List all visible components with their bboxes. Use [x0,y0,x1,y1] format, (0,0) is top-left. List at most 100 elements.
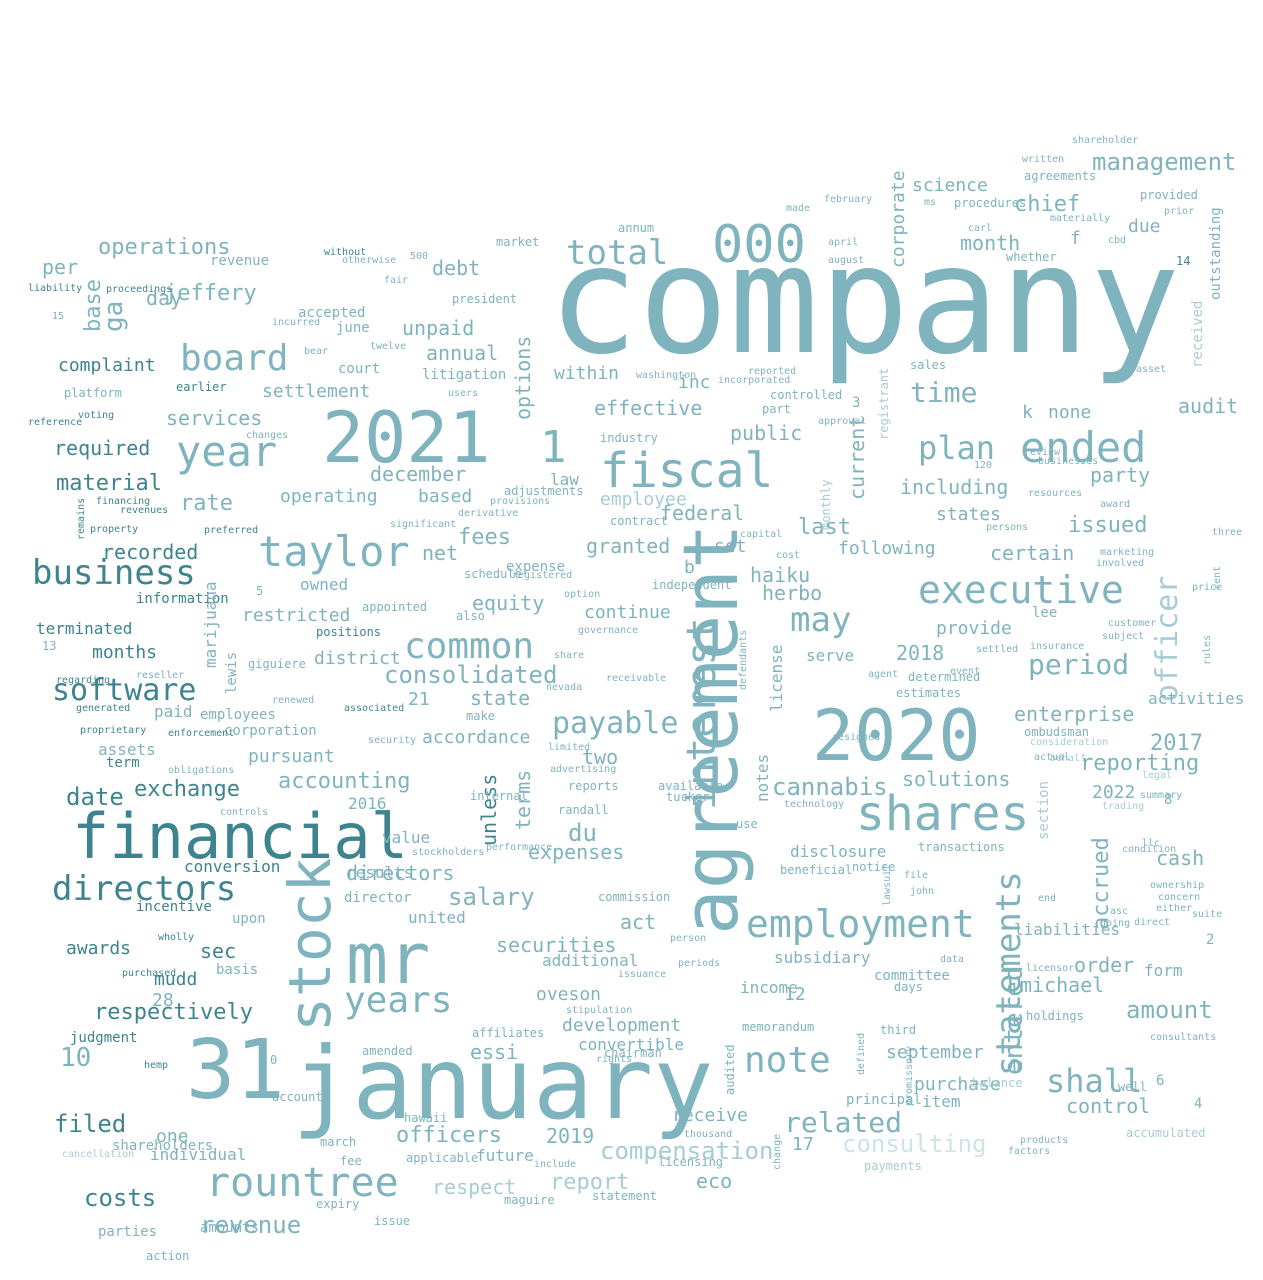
word-amount: amount [1126,996,1213,1024]
word-performance: performance [486,842,552,853]
word-mudd: mudd [154,969,197,990]
word-respect: respect [432,1175,516,1199]
word-unpaid: unpaid [402,316,474,340]
word-rules: rules [1202,635,1213,665]
word-due: due [1128,216,1161,237]
word-advertising: advertising [550,764,616,775]
word-provide: provide [936,618,1012,639]
word-continue: continue [584,602,671,623]
word-receive: receive [672,1105,748,1126]
word-customer: customer [1108,618,1156,629]
word-regarding: regarding [56,675,110,686]
word-audited: audited [723,1044,737,1095]
word-ended: ended [1020,423,1146,472]
word-determined: determined [908,670,980,684]
word-users: users [448,388,478,399]
word-associated: associated [344,703,404,714]
word-washington: washington [636,370,696,381]
word-directors: directors [52,869,236,909]
word-following: following [838,538,936,559]
word-15: 15 [52,311,64,322]
word-operations: operations [98,235,230,260]
word-asset: asset [1136,364,1166,375]
word-order: order [1074,953,1134,977]
word-000: 000 [712,215,806,275]
word-hawaii: hawaii [404,1111,447,1125]
word-management: management [1092,148,1237,176]
word-notice: notice [852,860,895,874]
word-sales: sales [910,358,946,372]
word-proprietary: proprietary [80,725,146,736]
word-derivative: derivative [458,508,518,519]
word-maguire: maguire [504,1193,555,1207]
word-employees: employees [200,707,276,723]
word-statements: statements [989,871,1029,1076]
word-reporting: reporting [1080,751,1199,776]
word-5: 5 [256,584,263,598]
word-13: 13 [42,639,56,653]
word-ms: ms [924,197,936,208]
word-years: years [344,980,452,1021]
word-17: 17 [792,1134,814,1155]
word-provisions: provisions [490,496,550,507]
word-cannabis: cannabis [772,773,888,801]
word-net: net [422,541,458,565]
word-current: current [845,416,869,500]
word-restricted: restricted [242,605,350,626]
word-president: president [452,292,517,306]
word-beneficial: beneficial [780,863,852,877]
word-fees: fees [458,525,511,550]
word-industry: industry [600,431,658,445]
word-based: based [418,486,472,507]
word-4: 4 [1194,1096,1202,1112]
word-2016: 2016 [348,794,387,813]
word-proceedings: proceedings [106,284,172,295]
word-agreement: agreement [666,523,755,935]
word-period: period [1028,648,1129,681]
word-note: note [744,1040,831,1081]
word-materially: materially [1050,213,1110,224]
word-audit: audit [1178,394,1238,418]
word-internal: internal [470,789,528,803]
word-essi: essi [470,1040,518,1064]
word-public: public [730,421,802,445]
word-related: related [784,1106,902,1139]
word-0: 0 [270,1053,277,1067]
word-within: within [554,363,619,384]
word-haiku: haiku [750,563,810,587]
word-effective: effective [594,396,702,420]
word-set: set [714,536,747,557]
word-issued: issued [1068,513,1147,538]
word-may: may [790,600,851,640]
word-defendants: defendants [738,630,749,690]
word-asc: asc [1110,906,1128,917]
word-last: last [798,515,851,540]
word-additional: additional [542,951,638,970]
word-share: share [554,650,584,661]
word-made: made [786,203,810,214]
word-rights: rights [596,1054,632,1065]
word-revenue: revenue [210,253,269,269]
word-k: k [1022,402,1033,423]
word-remains: remains [76,498,87,540]
word-statement: statement [592,1189,657,1203]
word-annual: annual [426,341,498,365]
word-costs: costs [84,1184,156,1212]
word-lee: lee [1032,605,1057,621]
word-issue: issue [374,1214,410,1228]
word-21: 21 [408,689,430,710]
word-technology: technology [784,799,844,810]
word-resigned: resigned [832,732,880,743]
word-marijuana: marijuana [201,581,220,668]
word-united: united [408,908,466,927]
word-also: also [456,609,485,623]
word-ombudsman: ombudsman [1024,725,1089,739]
word-registered: registered [512,570,572,581]
word-corporate: corporate [888,170,909,268]
word-december: december [370,462,466,486]
word-2019: 2019 [546,1124,594,1148]
word-reports: reports [568,779,619,793]
word-agent: agent [868,669,898,680]
word-company: company [548,214,1180,388]
word-marketing: marketing [1100,547,1154,558]
